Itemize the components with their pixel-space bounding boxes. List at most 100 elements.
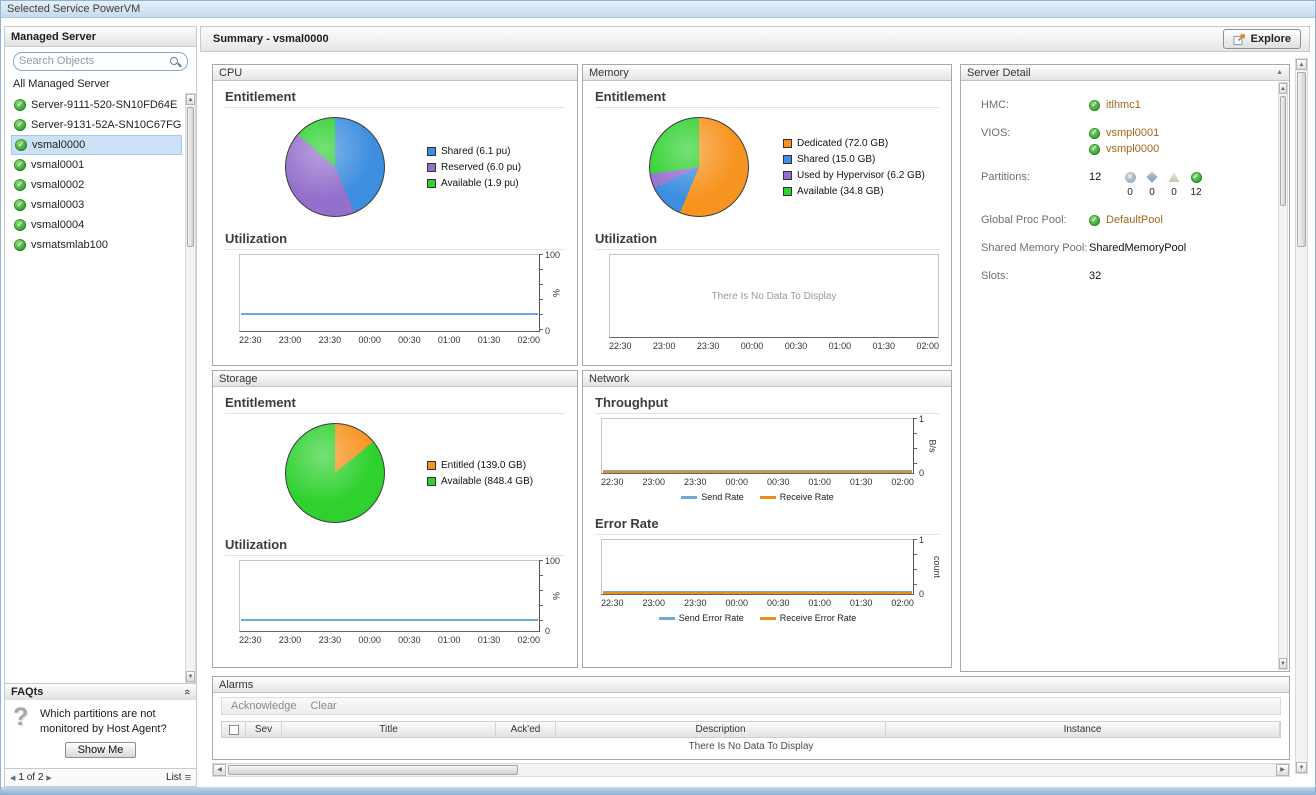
scroll-right-icon[interactable]: ▶ — [1276, 764, 1289, 776]
vios-row: VIOS: vsmpl0001 vsmpl0000 — [981, 127, 1269, 155]
faqts-collapse-icon[interactable]: « — [180, 688, 193, 695]
status-ok-icon — [1089, 127, 1100, 139]
fatal-severity-icon — [1124, 171, 1136, 183]
sidebar-scrollbar[interactable]: ▲ ▼ — [185, 93, 196, 683]
pager-next-icon[interactable]: ▶ — [46, 774, 52, 782]
selected-service-label: Selected Service PowerVM — [7, 2, 141, 15]
managed-server-sidebar: Managed Server All Managed Server Server… — [4, 26, 197, 787]
status-ok-icon — [14, 159, 26, 171]
scroll-down-icon[interactable]: ▼ — [1296, 762, 1307, 773]
network-error-rate-chart: 22:30 23:00 23:30 00:00 00:30 01:00 01:30 02:00… — [601, 535, 943, 623]
memory-entitlement-heading: Entitlement — [595, 89, 939, 108]
network-throughput-heading: Throughput — [595, 395, 939, 414]
server-detail-header: Server Detail ▲ — [961, 65, 1289, 81]
collapse-panel-icon[interactable]: ▲ — [1276, 69, 1283, 76]
summary-header: Summary - vsmal0000 Explore — [200, 26, 1310, 52]
storage-panel-title: Storage — [219, 372, 258, 385]
alarms-horizontal-scrollbar[interactable]: ◀ ▶ — [212, 763, 1290, 777]
server-item[interactable]: vsmal0004 — [11, 215, 182, 235]
cpu-entitlement-heading: Entitlement — [225, 89, 565, 108]
scroll-down-icon[interactable]: ▼ — [186, 671, 195, 682]
scroll-up-icon[interactable]: ▲ — [186, 94, 195, 105]
server-label: vsmal0004 — [31, 219, 85, 231]
memory-panel: Memory Entitlement Dedicated (72.0 GB) Sh… — [582, 64, 952, 366]
acknowledge-button[interactable]: Acknowledge — [231, 700, 297, 712]
column-instance[interactable]: Instance — [886, 722, 1280, 737]
sidebar-footer: ◀ 1 of 2 ▶ List ≡ — [5, 768, 196, 786]
partition-count: 0 — [1149, 187, 1155, 198]
column-sev[interactable]: Sev — [246, 722, 282, 737]
cpu-entitlement-chart: Shared (6.1 pu) Reserved (6.0 pu) Availabl… — [213, 110, 577, 223]
server-item[interactable]: vsmatsmlab100 — [11, 235, 182, 255]
status-ok-icon — [14, 219, 26, 231]
partition-count: 0 — [1127, 187, 1133, 198]
scrollbar-thumb[interactable] — [187, 107, 194, 247]
select-all-checkbox[interactable] — [228, 724, 239, 735]
faqts-title: FAQts — [11, 685, 44, 698]
server-item[interactable]: Server-9111-520-SN10FD64E — [11, 95, 182, 115]
column-description[interactable]: Description — [556, 722, 886, 737]
scroll-down-icon[interactable]: ▼ — [1279, 658, 1287, 669]
server-detail-title: Server Detail — [967, 66, 1031, 79]
server-item[interactable]: vsmal0003 — [11, 195, 182, 215]
column-acked[interactable]: Ack'ed — [496, 722, 556, 737]
explore-button[interactable]: Explore — [1222, 29, 1301, 49]
vios-link[interactable]: vsmpl0001 — [1106, 127, 1160, 139]
partition-count: 12 — [1190, 187, 1202, 198]
cpu-utilization-heading: Utilization — [225, 231, 565, 250]
slots-row: Slots: 32 — [981, 270, 1269, 282]
search-icon[interactable] — [169, 55, 182, 68]
page-title: Summary - vsmal0000 — [213, 33, 329, 45]
scrollbar-thumb[interactable] — [1297, 72, 1306, 247]
scrollbar-thumb[interactable] — [228, 765, 518, 775]
memory-panel-body: Entitlement Dedicated (72.0 GB) Shared (1… — [583, 81, 951, 365]
server-item-selected[interactable]: vsmal0000 — [11, 135, 182, 155]
alarms-panel-body: Acknowledge Clear Sev Title Ack'ed Descr… — [213, 693, 1289, 759]
server-item[interactable]: vsmal0002 — [11, 175, 182, 195]
storage-panel-body: Entitlement Entitled (139.0 GB) Available… — [213, 387, 577, 667]
search-row — [5, 47, 196, 75]
scroll-up-icon[interactable]: ▲ — [1279, 83, 1287, 94]
network-panel-body: Throughput 22:30 23:00 23:30 00:00 00:30 01:0… — [583, 387, 951, 667]
server-detail-scrollbar[interactable]: ▲ ▼ — [1278, 82, 1288, 670]
server-group-label: All Managed Server — [13, 78, 110, 90]
search-input[interactable] — [19, 55, 169, 67]
column-title[interactable]: Title — [282, 722, 496, 737]
alarms-panel-header: Alarms — [213, 677, 1289, 693]
slots-label: Slots: — [981, 270, 1009, 282]
search-box[interactable] — [13, 51, 188, 71]
faqts-header: FAQts « — [5, 683, 196, 700]
global-proc-pool-link[interactable]: DefaultPool — [1106, 214, 1163, 226]
list-view-button[interactable]: List ≡ — [166, 772, 191, 784]
explore-label: Explore — [1250, 33, 1291, 45]
scrollbar-thumb[interactable] — [1280, 96, 1286, 206]
hmc-link[interactable]: itlhmc1 — [1106, 99, 1141, 111]
warning-severity-icon — [1168, 172, 1180, 182]
clear-button[interactable]: Clear — [310, 700, 337, 712]
network-throughput-chart: 22:30 23:00 23:30 00:00 00:30 01:00 01:30 02:00… — [601, 414, 938, 502]
vios-link[interactable]: vsmpl0000 — [1106, 143, 1160, 155]
status-ok-icon — [1089, 214, 1100, 226]
status-ok-icon — [14, 199, 26, 211]
server-list-container: Server-9111-520-SN10FD64E Server-9131-52… — [5, 93, 196, 683]
server-label: vsmal0001 — [31, 159, 85, 171]
scroll-left-icon[interactable]: ◀ — [213, 764, 226, 776]
question-mark-icon: ? — [13, 703, 29, 731]
scroll-up-icon[interactable]: ▲ — [1296, 59, 1307, 70]
network-error-rate-heading: Error Rate — [595, 516, 939, 535]
server-item[interactable]: vsmal0001 — [11, 155, 182, 175]
server-item[interactable]: Server-9131-52A-SN10C67FG — [11, 115, 182, 135]
pager-prev-icon[interactable]: ◀ — [10, 774, 16, 782]
partitions-total: 12 — [1089, 171, 1102, 183]
cpu-panel-body: Entitlement Shared (6.1 pu) Reserved (6.0… — [213, 81, 577, 365]
partitions-label: Partitions: — [981, 171, 1030, 183]
memory-entitlement-legend: Dedicated (72.0 GB) Shared (15.0 GB) Used … — [783, 138, 925, 197]
show-me-button[interactable]: Show Me — [64, 741, 137, 758]
storage-panel-header: Storage — [213, 371, 577, 387]
server-label: Server-9131-52A-SN10C67FG — [31, 119, 182, 131]
storage-entitlement-heading: Entitlement — [225, 395, 565, 414]
status-ok-icon — [14, 99, 26, 111]
server-label: Server-9111-520-SN10FD64E — [31, 99, 178, 111]
cpu-entitlement-legend: Shared (6.1 pu) Reserved (6.0 pu) Availabl… — [427, 146, 521, 189]
main-vertical-scrollbar[interactable]: ▲ ▼ — [1295, 58, 1308, 774]
